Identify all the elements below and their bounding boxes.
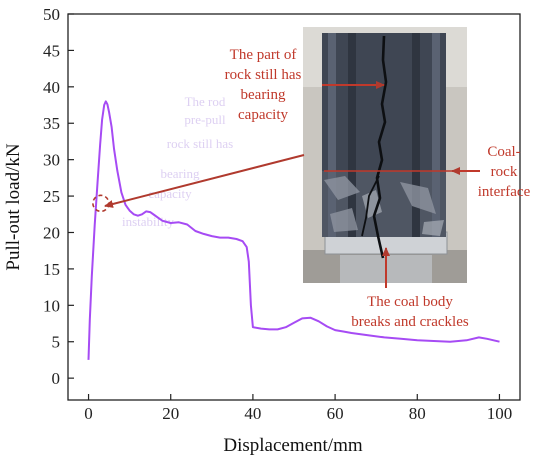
faint-annotation: The rod pre-pull rock still has bearing … <box>122 94 233 229</box>
upper-annotation-line: capacity <box>238 107 288 123</box>
plot-frame <box>67 13 521 401</box>
faint-annotation-line: bearing <box>161 166 200 181</box>
x-tick-label: 60 <box>327 404 344 423</box>
upper-annotation: The part of rock still has bearing capac… <box>225 47 302 123</box>
y-tick-label: 10 <box>43 296 60 315</box>
photo-rib <box>412 33 420 237</box>
damage-point-marker <box>92 194 110 213</box>
faint-annotation-line: capacity <box>148 186 192 201</box>
y-tick-label: 25 <box>43 187 60 206</box>
marker-pointer-arrow <box>104 154 305 208</box>
bottom-annotation-line: breaks and crackles <box>351 314 469 330</box>
y-tick-label: 45 <box>43 41 60 60</box>
interface-annotation-line: rock <box>491 164 518 180</box>
photo-coal-texture <box>324 176 436 232</box>
y-tick-label: 50 <box>43 5 60 24</box>
x-tick-label: 40 <box>244 404 261 423</box>
faint-annotation-line: pre-pull <box>184 112 226 127</box>
y-axis-ticks: 0 5 10 15 20 25 30 35 40 45 50 <box>43 5 74 388</box>
faint-annotation-line: The rod <box>185 94 226 109</box>
upper-annotation-line: rock still has <box>225 67 302 83</box>
interface-annotation-line: Coal- <box>487 144 520 160</box>
x-tick-label: 0 <box>84 404 93 423</box>
y-tick-label: 20 <box>43 223 60 242</box>
photo-rib <box>348 33 356 237</box>
y-tick-label: 30 <box>43 151 60 170</box>
faint-annotation-line: instability <box>122 214 175 229</box>
photo-rib <box>432 33 440 237</box>
series-line <box>87 100 500 360</box>
photo-crack-branch <box>361 175 380 237</box>
faint-annotation-line: rock still has <box>167 136 233 151</box>
bottom-annotation: The coal body breaks and crackles <box>351 294 469 330</box>
photo-rib <box>328 33 336 237</box>
y-axis-title: Pull-out load/kN <box>3 143 24 270</box>
upper-annotation-line: The part of <box>230 47 297 63</box>
x-axis-title: Displacement/mm <box>223 435 363 456</box>
specimen-photo-inset <box>303 27 467 283</box>
interface-annotation-line: interface <box>478 184 531 200</box>
y-tick-label: 5 <box>52 333 61 352</box>
interface-annotation: Coal- rock interface <box>478 144 531 200</box>
y-tick-label: 35 <box>43 114 60 133</box>
x-tick-label: 100 <box>487 404 513 423</box>
y-tick-label: 40 <box>43 78 60 97</box>
upper-annotation-line: bearing <box>241 87 286 103</box>
bottom-annotation-line: The coal body <box>367 294 453 310</box>
x-axis-ticks: 0 20 40 60 80 100 <box>84 394 512 423</box>
y-tick-label: 15 <box>43 260 60 279</box>
x-tick-label: 20 <box>162 404 179 423</box>
y-tick-label: 0 <box>52 369 61 388</box>
photo-crack <box>372 35 388 259</box>
x-tick-label: 80 <box>409 404 426 423</box>
